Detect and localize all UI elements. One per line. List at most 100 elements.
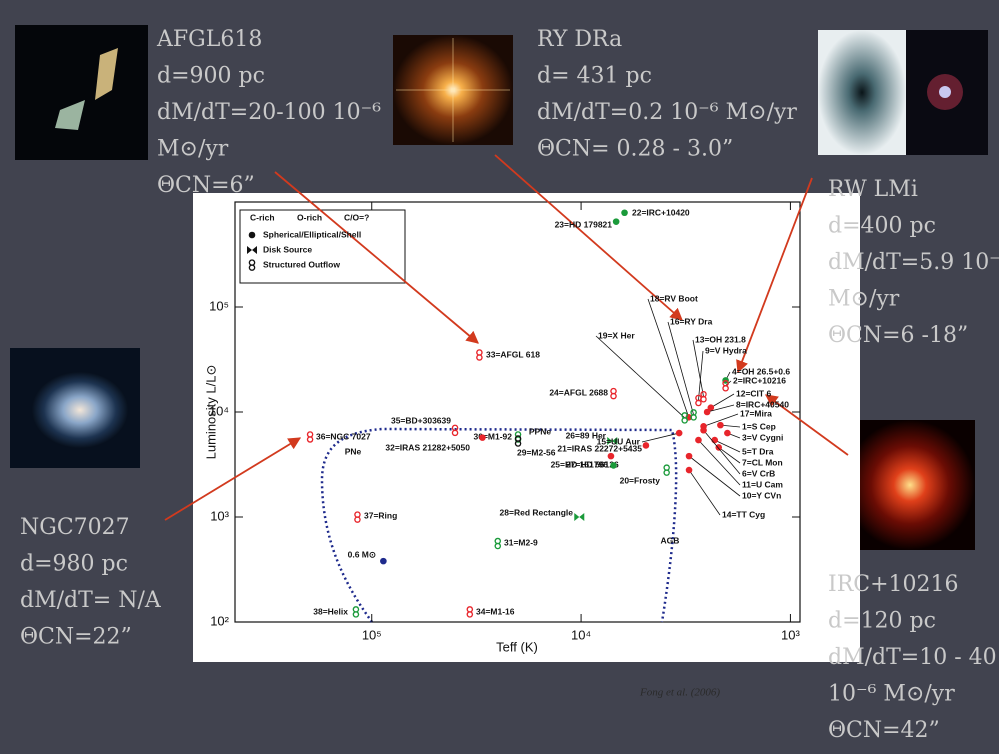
point-label: 34=M1-16 [476, 606, 515, 616]
note-line: AFGL618 [156, 27, 262, 52]
point-label: 32=IRAS 21282+5050 [385, 442, 470, 452]
marker [711, 436, 718, 444]
legend-shape: Structured Outflow [263, 259, 340, 269]
note-line: dM/dT= N/A [20, 588, 162, 613]
y-axis-label: Luminosity L/L⊙ [203, 365, 218, 460]
leader-line [707, 404, 735, 413]
track-label: AGB [661, 535, 680, 545]
leader-line [698, 439, 741, 486]
marker [703, 408, 711, 416]
note-line: ΘCN=42” [828, 718, 940, 743]
marker [248, 231, 256, 239]
leader-line [710, 393, 735, 408]
point-label: 7=CL Mon [742, 457, 783, 467]
marker [610, 387, 617, 400]
note-line: d=980 pc [20, 552, 128, 577]
marker [621, 209, 628, 217]
point-label: 33=AFGL 618 [486, 349, 540, 359]
point-label: 3=V Cygni [742, 432, 783, 442]
marker [707, 404, 715, 411]
point-label: 35=BD+303639 [391, 415, 451, 425]
marker [306, 431, 314, 443]
marker [380, 557, 387, 565]
point-label: 25=HD 161796 [551, 459, 609, 469]
point-label: 27=HD 56126 [566, 459, 619, 469]
point-label: 10=Y CVn [742, 490, 781, 500]
point-label: 12=CIT 6 [736, 388, 771, 398]
y-tick-label: 10⁴ [209, 403, 229, 418]
image-afgl618 [15, 25, 148, 160]
marker [248, 259, 256, 271]
marker [717, 421, 724, 429]
note-line: ΘCN=22” [20, 625, 132, 650]
x-tick-label: 10⁴ [571, 627, 591, 642]
note-line: M⊙/yr [828, 287, 900, 312]
point-label: 14=TT Cyg [722, 509, 765, 519]
note-line: 10⁻⁶ M⊙/yr [828, 682, 955, 707]
leader-line [714, 439, 741, 453]
marker [610, 462, 617, 469]
marker [695, 394, 702, 407]
marker [574, 513, 585, 521]
point-label: 5=T Dra [742, 446, 774, 456]
y-tick-label: 10⁵ [209, 298, 229, 313]
marker [724, 429, 731, 437]
point-label: 30=M1-92 [473, 431, 512, 441]
note-line: IRC+10216 [828, 572, 959, 597]
point-label: 18=RV Boot [650, 293, 698, 303]
marker [675, 429, 683, 437]
legend-class: O-rich [297, 212, 322, 222]
marker [354, 511, 361, 523]
legend-class: C/O=? [344, 212, 369, 222]
point-label: 22=IRC+10420 [632, 207, 690, 217]
marker [700, 426, 707, 434]
y-tick-label: 10³ [210, 508, 229, 523]
point-label: 19=X Her [598, 330, 635, 340]
point-label: 15=UU Aur [597, 436, 641, 446]
image-irc10216 [845, 420, 975, 550]
marker [451, 424, 459, 437]
leader-line [688, 455, 741, 497]
arrows [164, 154, 849, 521]
note-line: dM/dT=0.2 10⁻⁶ M⊙/yr [537, 100, 797, 125]
point-label: 11=U Cam [742, 479, 783, 489]
marker [642, 442, 650, 449]
point-label: 24=AFGL 2688 [549, 387, 608, 397]
note-line: NGC7027 [20, 515, 130, 540]
legend-shape: Disk Source [263, 244, 312, 254]
point-label: 28=Red Rectangle [500, 507, 574, 517]
point-label: 29=M2-56 [517, 447, 556, 457]
note-line: d=400 pc [828, 214, 936, 239]
marker [681, 412, 688, 424]
point-label: 17=Mira [740, 408, 772, 418]
leader-line [703, 413, 739, 427]
note-line: d=120 pc [828, 609, 936, 634]
point-label: 36=NGC 7027 [316, 431, 371, 441]
evolution-track [320, 427, 678, 623]
image-rw-lmi [818, 30, 988, 155]
point-label: 37=Ring [364, 510, 397, 520]
note-line: ΘCN= 0.28 - 3.0” [537, 137, 733, 162]
point-label: 2=IRC+10216 [733, 375, 786, 385]
leader-line [641, 432, 680, 443]
marker [685, 466, 693, 474]
x-tick-label: 10³ [781, 627, 800, 642]
note-line: ΘCN=6” [157, 173, 255, 198]
note-line: dM/dT=20-100 10⁻⁶ [157, 100, 381, 125]
marker [466, 606, 474, 618]
marker [700, 391, 707, 403]
marker [479, 434, 486, 441]
point-label: 38=Helix [313, 606, 348, 616]
marker [715, 444, 723, 451]
point-label: 23=HD 179821 [555, 219, 613, 229]
note-line: RY DRa [537, 27, 622, 52]
legend-shape: Spherical/Elliptical/Shell [263, 229, 361, 239]
x-axis-label: Teff (K) [496, 639, 538, 654]
legend-box [239, 209, 406, 284]
x-tick-label: 10⁵ [362, 627, 382, 642]
leader-line [698, 350, 704, 401]
point-label: 20=Frosty [620, 475, 661, 485]
leader-line [667, 321, 695, 415]
marker [352, 606, 360, 618]
